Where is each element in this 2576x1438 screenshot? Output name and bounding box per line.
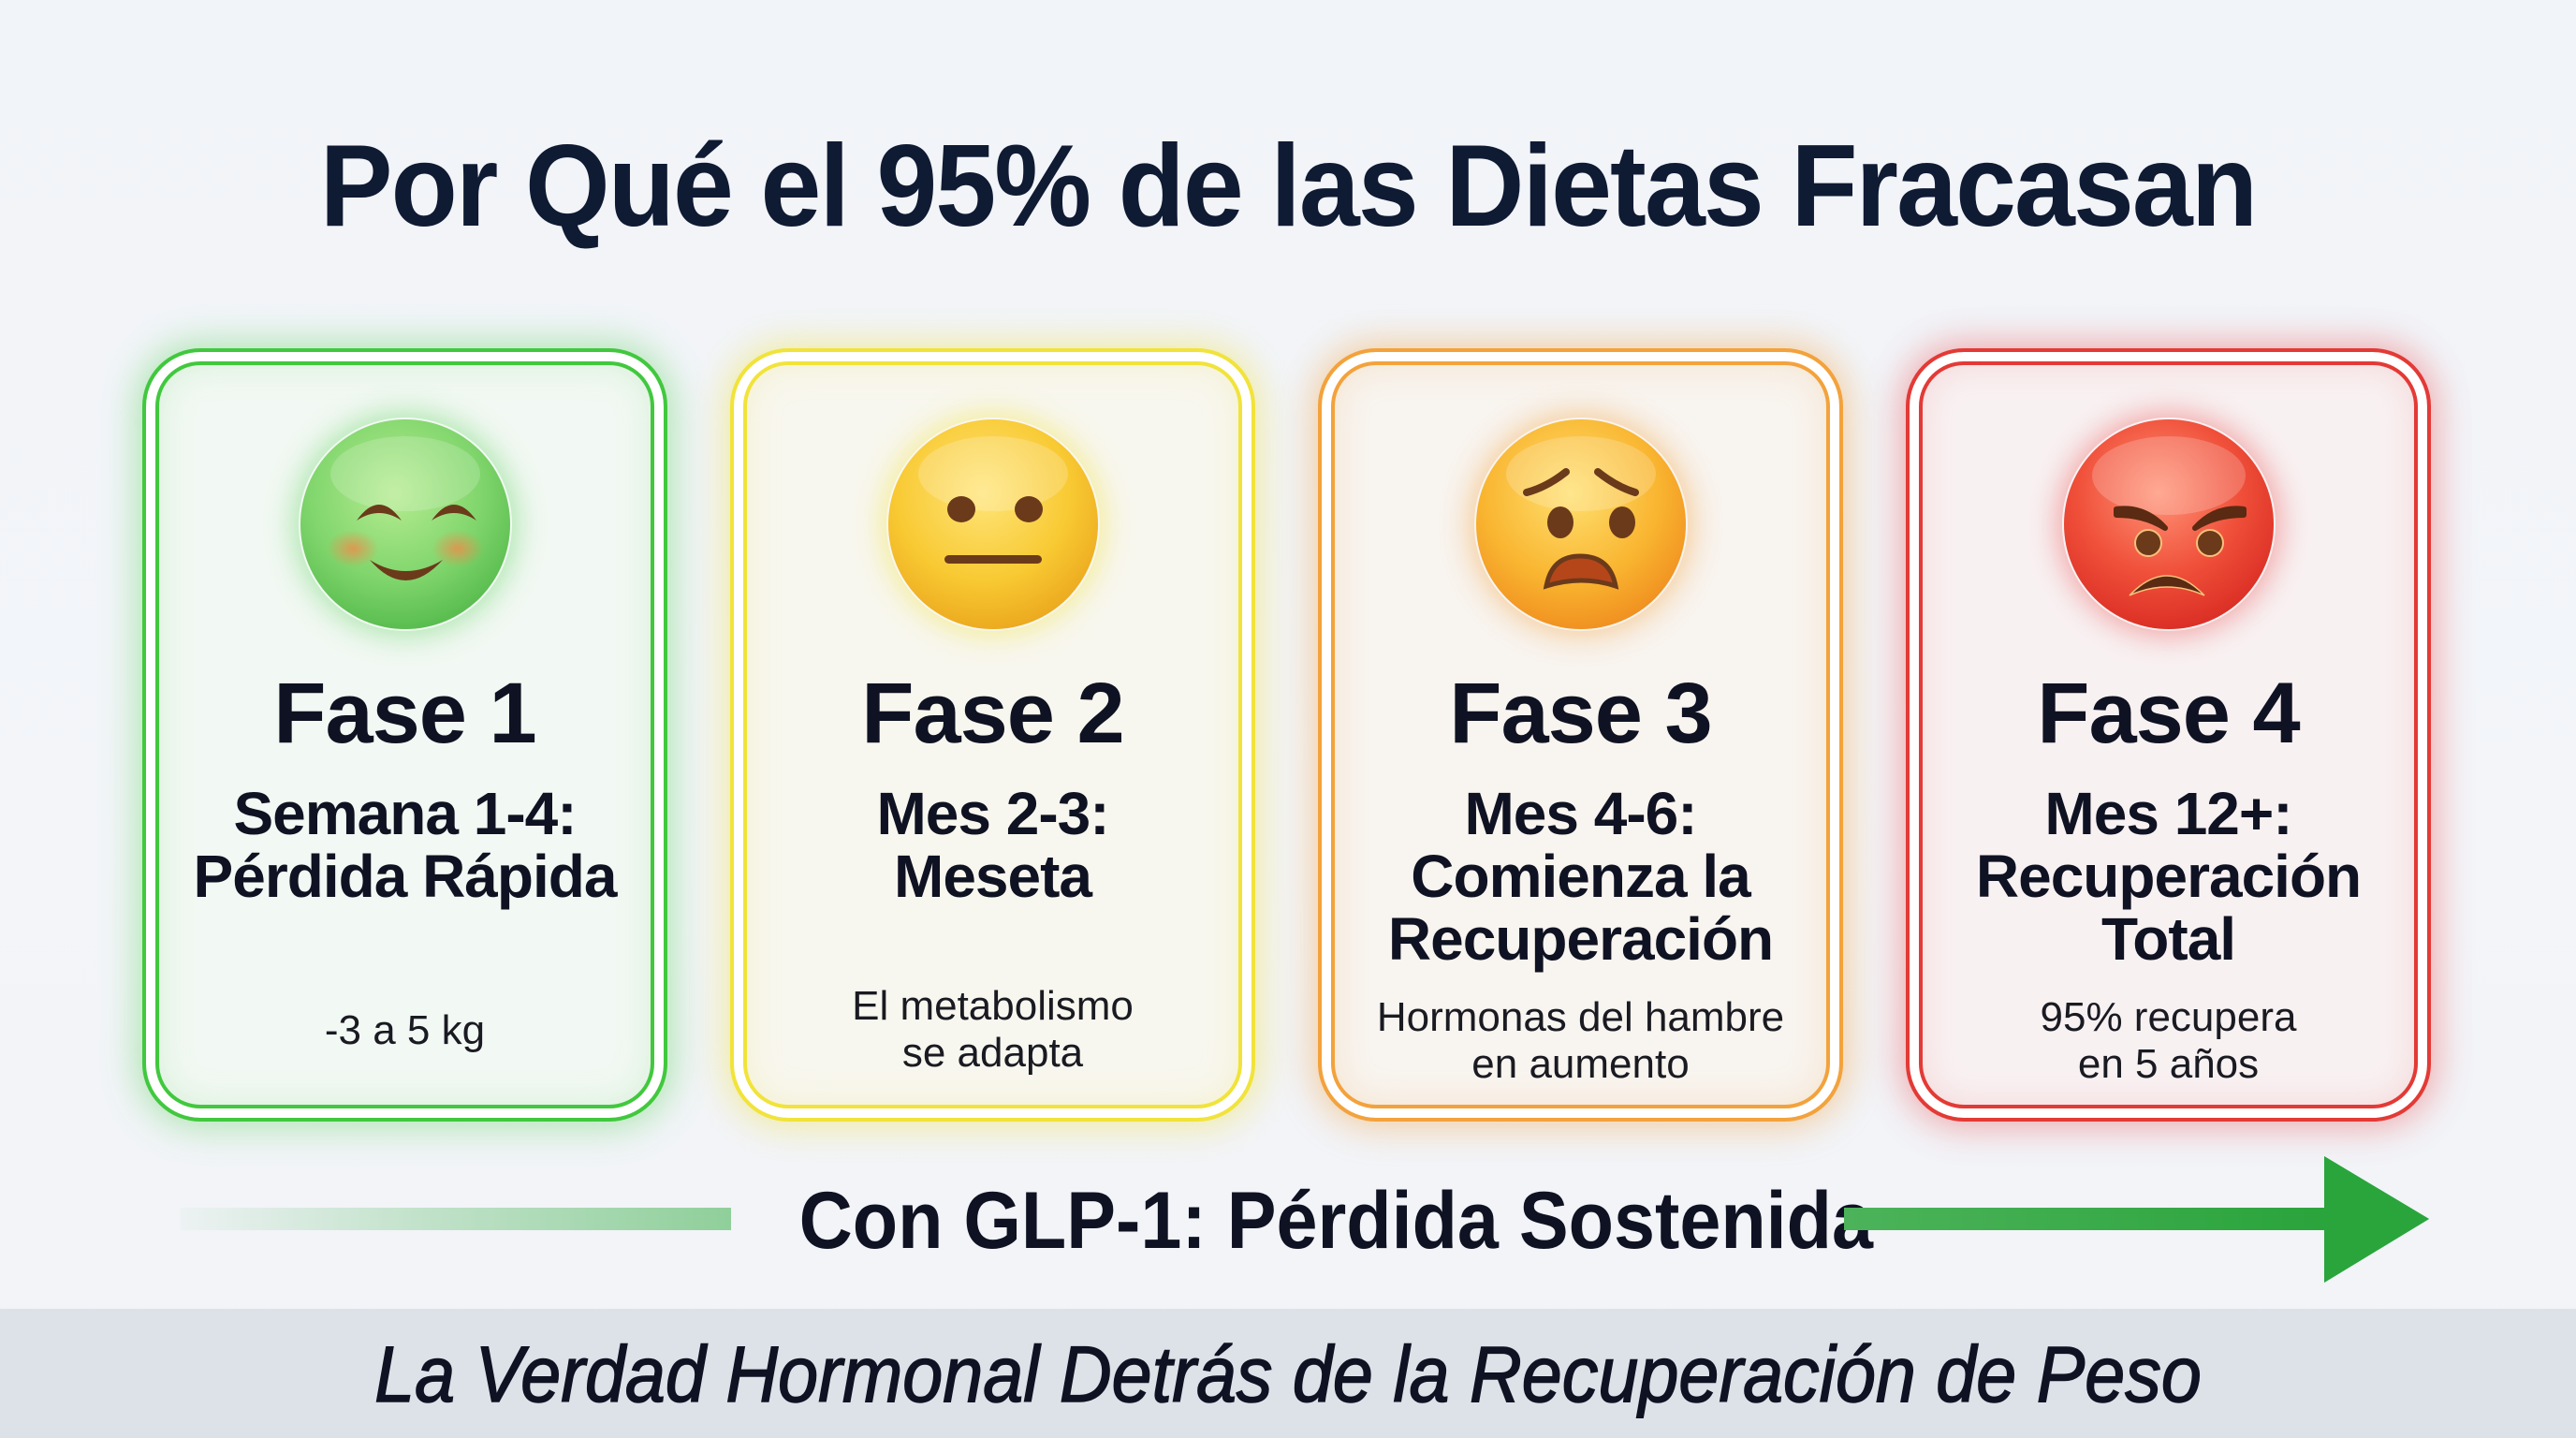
phase-description: -3 a 5 kg — [146, 1007, 664, 1054]
page-title: Por Qué el 95% de las Dietas Fracasan — [319, 122, 2258, 251]
phase-card-2: Fase 2 Mes 2-3: Meseta El metabolismo se… — [730, 348, 1255, 1122]
phase-subtitle: Mes 12+: Recuperación Total — [1910, 783, 2427, 971]
phase-description-line: en aumento — [1471, 1041, 1690, 1087]
phase-subtitle-line: Comienza la — [1411, 843, 1750, 910]
phase-card-3: Fase 3 Mes 4-6: Comienza la Recuperación… — [1318, 348, 1843, 1122]
phase-subtitle-line: Meseta — [894, 843, 1092, 910]
phase-subtitle: Mes 4-6: Comienza la Recuperación — [1322, 783, 1839, 971]
phase-subtitle-line: Recuperación — [1387, 905, 1774, 973]
phase-subtitle-line: Total — [2100, 905, 2236, 973]
glp1-timeline: Con GLP-1: Pérdida Sostenida — [0, 1156, 2576, 1292]
neutral-face-icon — [886, 418, 1100, 631]
phase-description-line: en 5 años — [2077, 1041, 2260, 1087]
phase-card-1: Fase 1 Semana 1-4: Pérdida Rápida -3 a 5… — [142, 348, 667, 1122]
worried-face-icon — [1474, 418, 1688, 631]
footer-tagline: La Verdad Hormonal Detrás de la Recupera… — [373, 1329, 2202, 1419]
phase-subtitle-line: Semana 1-4: — [233, 780, 577, 847]
phase-subtitle-line: Mes 12+: — [2044, 780, 2292, 847]
phase-description-line: -3 a 5 kg — [324, 1007, 486, 1053]
phase-subtitle-line: Pérdida Rápida — [193, 843, 618, 910]
phase-subtitle-line: Mes 4-6: — [1464, 780, 1697, 847]
phase-description-line: El metabolismo — [852, 983, 1134, 1029]
phase-description: El metabolismo se adapta — [734, 983, 1251, 1077]
phase-title: Fase 2 — [861, 666, 1124, 761]
phase-description: Hormonas del hambre en aumento — [1322, 994, 1839, 1088]
phase-description-line: Hormonas del hambre — [1376, 994, 1785, 1040]
phase-subtitle: Semana 1-4: Pérdida Rápida — [146, 783, 664, 908]
smiling-face-icon — [299, 418, 512, 631]
phase-description: 95% recupera en 5 años — [1910, 994, 2427, 1088]
footer-banner: La Verdad Hormonal Detrás de la Recupera… — [0, 1309, 2576, 1438]
phase-description-line: se adapta — [901, 1030, 1084, 1076]
phase-title: Fase 1 — [273, 666, 536, 761]
phase-card-4: Fase 4 Mes 12+: Recuperación Total 95% r… — [1906, 348, 2431, 1122]
phase-description-line: 95% recupera — [2040, 994, 2297, 1040]
glp1-label: Con GLP-1: Pérdida Sostenida — [798, 1176, 1873, 1266]
angry-face-icon — [2062, 418, 2276, 631]
arrow-right-icon — [1844, 1156, 2429, 1283]
gradient-line — [181, 1208, 731, 1230]
phase-subtitle: Mes 2-3: Meseta — [734, 783, 1251, 908]
phase-subtitle-line: Mes 2-3: — [876, 780, 1109, 847]
phase-title: Fase 3 — [1449, 666, 1712, 761]
phase-title: Fase 4 — [2037, 666, 2300, 761]
phase-subtitle-line: Recuperación — [1975, 843, 2362, 910]
